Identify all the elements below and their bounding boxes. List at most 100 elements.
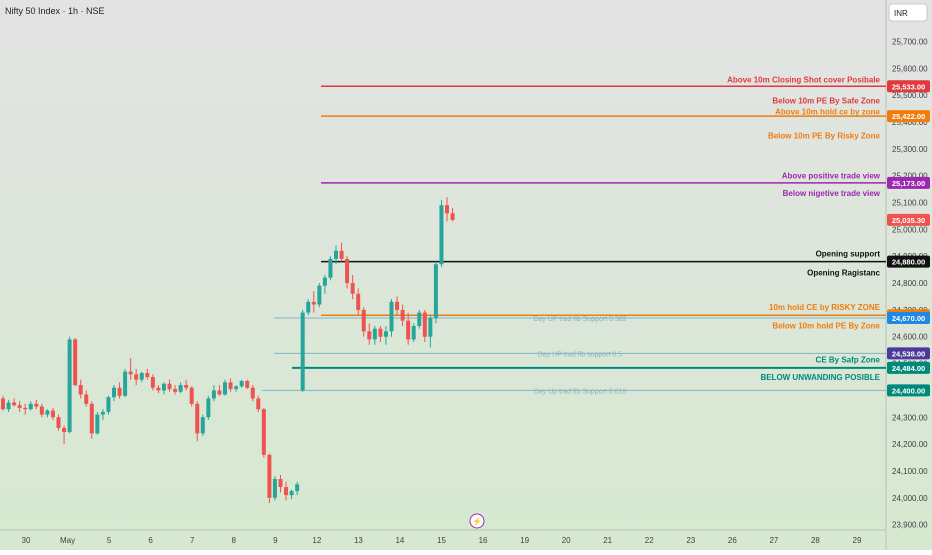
- fib-lines: Day UP trad fib Support 0.382 Day UP trad…: [262, 316, 886, 395]
- price-tick-label: 24,100.00: [892, 467, 928, 476]
- time-tick-label: 8: [232, 536, 237, 545]
- candle-body: [417, 312, 422, 326]
- last-price-tag: 25,035.30: [892, 216, 925, 225]
- candle-body: [367, 331, 372, 340]
- candle-body: [289, 491, 294, 496]
- candle-body: [123, 371, 128, 396]
- time-tick-label: May: [60, 536, 75, 545]
- time-tick-label: 15: [437, 536, 446, 545]
- time-tick-label: 20: [562, 536, 571, 545]
- candle-body: [450, 213, 455, 220]
- price-tick-label: 25,100.00: [892, 199, 928, 208]
- candle-body: [28, 403, 33, 410]
- time-tick-label: 26: [728, 536, 737, 545]
- level-price-tag-bg: [887, 176, 930, 189]
- candle-body: [45, 410, 50, 415]
- price-tags: 25,533.00 25,422.00 25,173.00 24,880.00 24,6…: [887, 80, 930, 397]
- candle-body: [345, 258, 350, 284]
- candle-body: [267, 454, 272, 498]
- candle-body: [89, 403, 94, 434]
- price-tick-label: 25,200.00: [892, 172, 928, 181]
- time-tick-label: 28: [811, 536, 820, 545]
- candle-body: [378, 328, 383, 337]
- time-tick-label: 6: [148, 536, 153, 545]
- time-tick-label: 14: [395, 536, 404, 545]
- fib-price-tag: 24,670.00: [892, 314, 925, 323]
- candle-body: [100, 411, 105, 415]
- candle-body: [184, 385, 189, 388]
- candle-body: [56, 417, 61, 428]
- level-price-tag: 25,422.00: [892, 112, 925, 121]
- candle-body: [139, 372, 144, 380]
- candle-body: [178, 385, 183, 392]
- time-tick-label: 27: [769, 536, 778, 545]
- candle-body: [411, 326, 416, 340]
- candle-body: [433, 264, 438, 318]
- currency-label: INR: [894, 9, 908, 18]
- fib-price-tag: 24,538.00: [892, 349, 925, 358]
- last-price-tag-bg: [887, 213, 930, 226]
- lightning-icon: ⚡: [472, 516, 482, 526]
- level-price-tag-bg: [887, 255, 930, 268]
- candle-body: [445, 205, 449, 214]
- price-tick-label: 25,600.00: [892, 64, 928, 73]
- fib-price-tag: 24,400.00: [892, 386, 925, 395]
- candle-body: [239, 381, 244, 387]
- level-note: Below 10m hold PE By Zone: [772, 321, 880, 330]
- candle-body: [256, 398, 261, 410]
- candle-body: [339, 250, 344, 259]
- event-marker[interactable]: [469, 513, 485, 529]
- candle-body: [284, 487, 289, 496]
- level-price-tag: 24,484.00: [892, 364, 925, 373]
- fib-label: Day UP trad fib support 0.5: [538, 351, 622, 358]
- time-tick-label: 19: [520, 536, 529, 545]
- candle-body: [95, 414, 100, 434]
- time-tick-label: 22: [645, 536, 654, 545]
- candle-body: [439, 205, 444, 265]
- level-note: CE By Safp Zone: [816, 356, 881, 365]
- candle-body: [39, 406, 44, 415]
- time-tick-label: 5: [107, 536, 112, 545]
- candle-body: [206, 398, 211, 418]
- price-tick-label: 23,900.00: [892, 521, 928, 530]
- price-tick-label: 25,300.00: [892, 145, 928, 154]
- price-tick-label: 24,600.00: [892, 333, 928, 342]
- currency-box[interactable]: [888, 3, 928, 22]
- candle-body: [128, 371, 133, 375]
- candle-body: [12, 402, 17, 406]
- candle-body: [295, 484, 300, 492]
- candle-body: [400, 309, 405, 321]
- level-note: Opening support: [816, 250, 881, 259]
- candle-body: [161, 383, 166, 391]
- candle-body: [228, 382, 233, 390]
- candle-body: [395, 301, 400, 310]
- price-tick-label: 24,800.00: [892, 279, 928, 288]
- candle-body: [328, 258, 333, 278]
- time-tick-label: 23: [686, 536, 695, 545]
- price-tick-label: 24,000.00: [892, 494, 928, 503]
- candle-body: [17, 405, 22, 408]
- candle-body: [334, 250, 338, 259]
- time-tick-label: 21: [603, 536, 612, 545]
- candle-body: [428, 317, 433, 337]
- candle-body: [406, 320, 411, 340]
- candle-body: [350, 283, 355, 294]
- candle-body: [361, 309, 366, 332]
- candle-body: [112, 387, 116, 398]
- price-tick-label: 24,200.00: [892, 440, 928, 449]
- level-price-tag: 24,880.00: [892, 258, 925, 267]
- candle-body: [145, 372, 150, 377]
- candle-body: [211, 390, 216, 399]
- candles: [1, 197, 455, 504]
- candle-body: [234, 386, 239, 390]
- price-tick-label: 25,000.00: [892, 225, 928, 234]
- time-tick-label: 9: [273, 536, 278, 545]
- level-price-tag-bg: [887, 110, 930, 123]
- level-note: Above positive trade view: [782, 171, 881, 180]
- candle-body: [73, 339, 78, 386]
- candle-body: [278, 479, 283, 488]
- level-note: 10m hold CE by RISKY ZONE: [769, 303, 881, 312]
